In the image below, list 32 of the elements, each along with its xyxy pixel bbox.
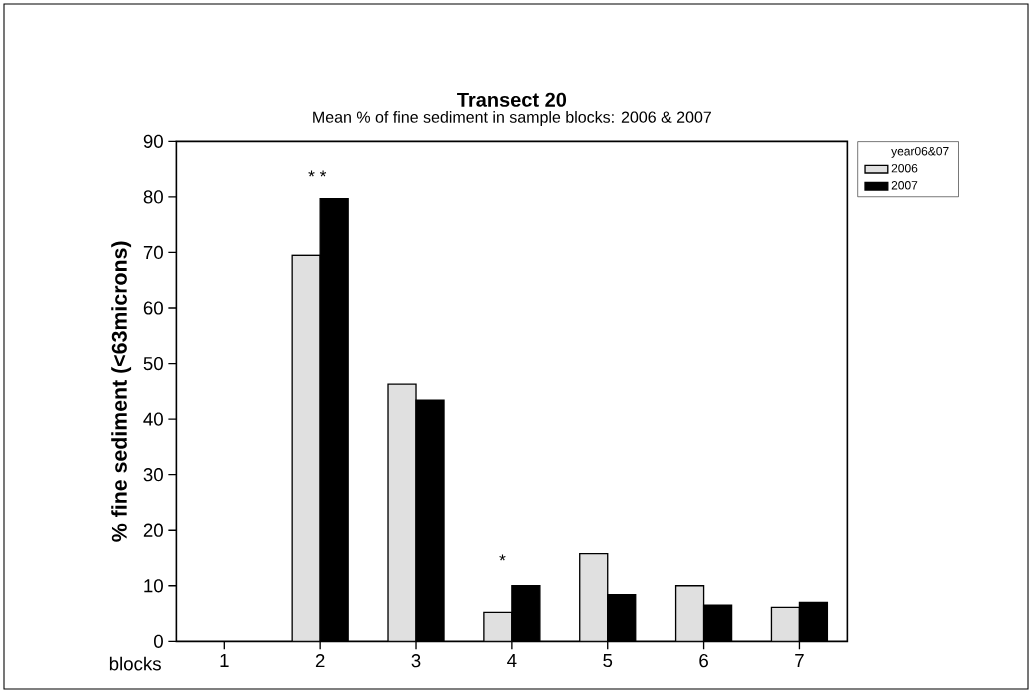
y-tick-label: 20 <box>143 523 163 537</box>
bar <box>579 552 609 642</box>
y-tick-label: 90 <box>143 134 163 148</box>
y-tick-label: 10 <box>144 579 163 593</box>
annotation: * * <box>308 170 327 177</box>
x-tick-label: 4 <box>507 654 517 667</box>
y-axis-title: % fine sediment (<63microns) <box>111 241 132 542</box>
y-tick-label: 40 <box>143 412 163 426</box>
x-tick-label: 6 <box>699 654 708 668</box>
y-tick-label: 50 <box>143 356 163 371</box>
x-tick-label: 5 <box>603 654 613 668</box>
chart-subtitle: Mean % of fine sediment in sample blocks: 2006 & 2007 <box>313 111 711 126</box>
bar <box>674 585 705 642</box>
chart-title: Transect 20 <box>457 92 567 107</box>
bar <box>387 383 417 642</box>
bar <box>291 254 321 642</box>
x-tick-label: 1 <box>220 654 229 667</box>
legend-title: year06&07 <box>891 146 949 158</box>
bar <box>483 611 513 642</box>
legend-label: 2006 <box>891 163 918 173</box>
x-axis-title: blocks <box>109 656 161 671</box>
legend-label: 2007 <box>891 181 918 190</box>
x-tick-label: 3 <box>411 654 421 668</box>
annotation: * <box>499 554 506 561</box>
y-tick-label: 70 <box>143 245 163 260</box>
x-tick-label: 2 <box>315 654 325 668</box>
y-tick-label: 60 <box>143 301 163 315</box>
y-tick-label: 30 <box>143 468 163 482</box>
bar <box>770 606 801 642</box>
x-tick-label: 7 <box>795 654 804 667</box>
y-tick-label: 80 <box>143 190 163 204</box>
y-tick-label: 0 <box>154 634 163 648</box>
